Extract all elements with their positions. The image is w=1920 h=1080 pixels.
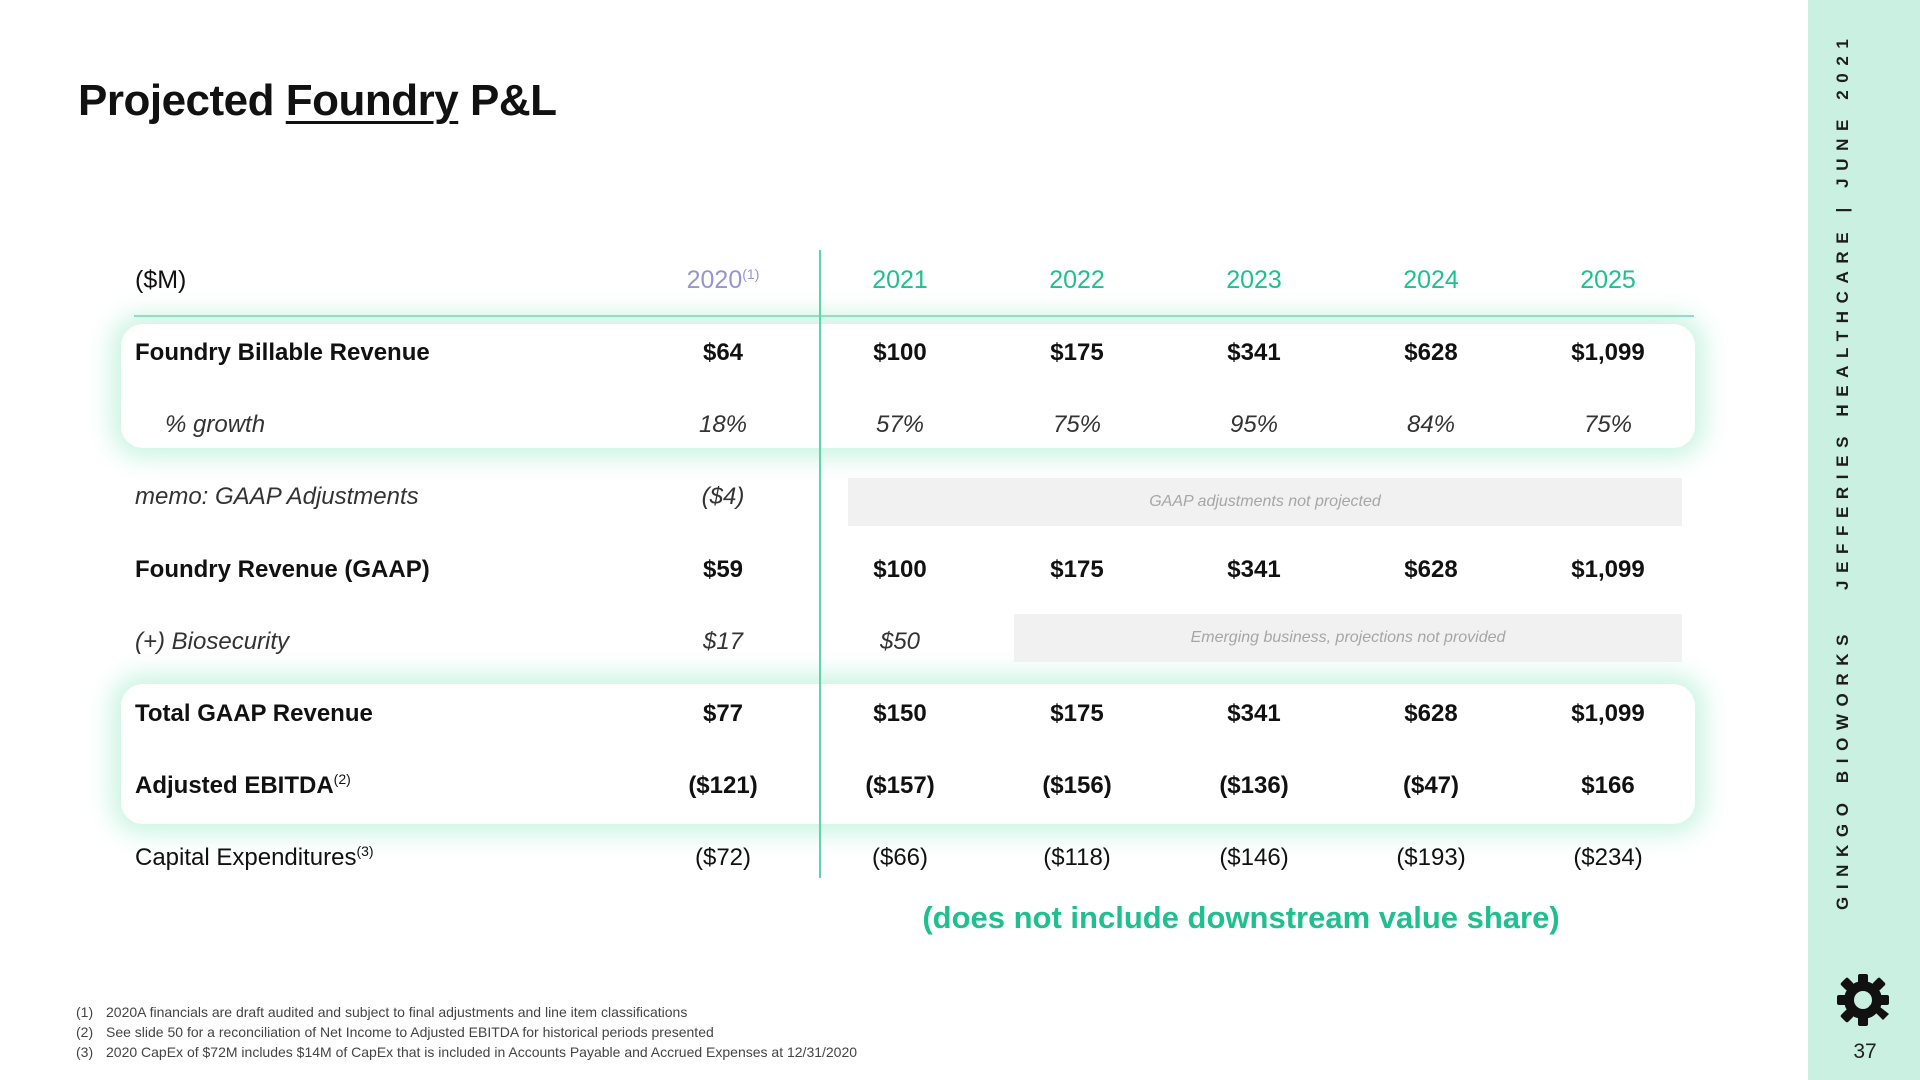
- year-2023: 2023: [1226, 266, 1282, 294]
- table-cell: ($66): [871, 844, 929, 871]
- table-cell: $100: [873, 339, 927, 366]
- table-cell: 95%: [1229, 411, 1279, 438]
- page-number: 37: [1853, 1040, 1877, 1063]
- table-row: Capital Expenditures(3) ($72) ($66) ($11…: [0, 838, 1700, 878]
- table-cell: $341: [1227, 556, 1281, 583]
- table-cell: $628: [1404, 556, 1458, 583]
- table-cell: $175: [1050, 556, 1104, 583]
- row-label: % growth: [165, 411, 266, 438]
- title-underlined: Foundry: [285, 76, 459, 125]
- table-cell: $341: [1227, 339, 1281, 366]
- sidebar: [1808, 0, 1920, 1080]
- year-2022: 2022: [1049, 266, 1105, 294]
- table-row: (+) Biosecurity $17 $50: [0, 622, 1700, 662]
- table-cell: $628: [1404, 700, 1458, 727]
- table-cell: 75%: [1052, 411, 1102, 438]
- table-header-row: ($M) 2020(1) 2021 2022 2023 2024 2025: [0, 260, 1700, 300]
- table-cell: ($136): [1219, 772, 1289, 799]
- table-cell: $150: [873, 700, 927, 727]
- sidebar-text: GINKGO BIOWORKS JEFFERIES HEALTHCARE | J…: [1833, 31, 1852, 910]
- title-suffix: P&L: [469, 76, 557, 125]
- year-2021: 2021: [872, 266, 928, 294]
- table-row: Adjusted EBITDA(2) ($121) ($157) ($156) …: [0, 766, 1700, 806]
- title-prefix: Projected: [78, 76, 275, 125]
- billable-revenue-highlight: [121, 324, 1695, 448]
- year-2025: 2025: [1580, 266, 1636, 294]
- table-cell: ($193): [1396, 844, 1466, 871]
- footnote-3: (3) 2020 CapEx of $72M includes $14M of C…: [76, 1044, 858, 1060]
- table-cell: $1,099: [1571, 700, 1645, 727]
- unit-label: ($M): [135, 266, 187, 294]
- table-cell: ($156): [1042, 772, 1112, 799]
- table-cell: 18%: [698, 411, 748, 438]
- table-cell: ($234): [1573, 844, 1643, 871]
- table-cell: $175: [1050, 339, 1104, 366]
- table-cell: ($47): [1402, 772, 1460, 799]
- table-cell: ($121): [688, 772, 758, 799]
- table-cell: $1,099: [1571, 339, 1645, 366]
- table-cell: $50: [879, 628, 921, 655]
- footnote-2: (2) See slide 50 for a reconciliation of …: [76, 1024, 714, 1040]
- table-cell: 84%: [1406, 411, 1456, 438]
- table-cell: $64: [702, 339, 744, 366]
- table-row: Foundry Billable Revenue $64 $100 $175 $…: [0, 333, 1700, 373]
- gaap-adjustments-note: GAAP adjustments not projected: [848, 478, 1682, 526]
- table-cell: ($157): [865, 772, 935, 799]
- table-cell: $100: [873, 556, 927, 583]
- actual-projected-divider: [819, 250, 821, 878]
- row-label: (+) Biosecurity: [135, 628, 290, 655]
- table-cell: ($146): [1219, 844, 1289, 871]
- table-cell: $59: [702, 556, 744, 583]
- table-cell: 57%: [875, 411, 925, 438]
- footnotes: (1) 2020A financials are draft audited an…: [76, 1002, 857, 1062]
- table-cell: $628: [1404, 339, 1458, 366]
- footnote-1: (1) 2020A financials are draft audited an…: [76, 1004, 688, 1020]
- ginkgo-logo-icon: [1837, 974, 1889, 1026]
- row-label: Adjusted EBITDA(2): [135, 771, 351, 799]
- table-row: Foundry Revenue (GAAP) $59 $100 $175 $34…: [0, 550, 1700, 590]
- table-cell: ($4): [701, 483, 745, 510]
- total-revenue-highlight: [121, 684, 1695, 824]
- table-row: Total GAAP Revenue $77 $150 $175 $341 $6…: [0, 694, 1700, 734]
- table-cell: $1,099: [1571, 556, 1645, 583]
- table-cell: $341: [1227, 700, 1281, 727]
- table-cell: 75%: [1583, 411, 1633, 438]
- table-cell: $175: [1050, 700, 1104, 727]
- biosecurity-note: Emerging business, projections not provi…: [1014, 614, 1682, 662]
- table-cell: ($118): [1043, 844, 1111, 871]
- year-2020: 2020(1): [686, 266, 760, 294]
- row-label: Capital Expenditures(3): [135, 843, 374, 871]
- table-row: % growth 18% 57% 75% 95% 84% 75%: [0, 405, 1700, 445]
- table-cell: $17: [702, 628, 744, 655]
- page-title: Projected Foundry P&L: [78, 76, 557, 126]
- row-label: memo: GAAP Adjustments: [135, 483, 419, 510]
- downstream-note: (does not include downstream value share…: [922, 900, 1560, 935]
- table-cell: ($72): [694, 844, 752, 871]
- row-label: Foundry Revenue (GAAP): [135, 556, 430, 583]
- table-row: memo: GAAP Adjustments ($4): [0, 477, 1700, 517]
- year-2024: 2024: [1403, 266, 1459, 294]
- row-label: Foundry Billable Revenue: [135, 339, 430, 366]
- table-cell: $166: [1581, 772, 1635, 799]
- header-divider: [134, 315, 1694, 317]
- row-label: Total GAAP Revenue: [135, 700, 373, 727]
- table-cell: $77: [702, 700, 744, 727]
